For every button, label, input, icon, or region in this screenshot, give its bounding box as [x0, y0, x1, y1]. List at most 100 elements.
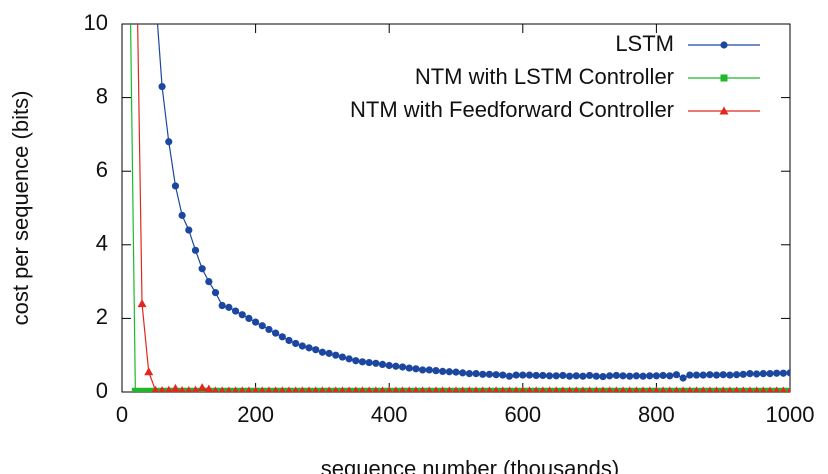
point: [225, 386, 233, 392]
point: [499, 371, 507, 379]
point: [519, 386, 526, 392]
point: [619, 386, 627, 392]
x-tick-label: 1000: [766, 402, 815, 427]
point: [412, 386, 420, 392]
x-axis-label: sequence number (thousands): [321, 456, 619, 474]
point: [318, 348, 326, 356]
point: [739, 370, 747, 378]
point: [165, 385, 173, 392]
point: [505, 372, 514, 380]
point: [432, 367, 440, 375]
point: [198, 265, 206, 273]
point: [773, 369, 781, 377]
point: [365, 358, 373, 367]
point: [672, 371, 681, 379]
point: [191, 246, 200, 254]
point: [238, 311, 246, 319]
point: [579, 386, 587, 392]
point: [706, 386, 713, 392]
point: [673, 386, 680, 392]
point: [479, 370, 487, 378]
point: [666, 386, 673, 392]
point: [359, 386, 366, 392]
point: [726, 371, 734, 379]
point: [533, 386, 540, 392]
y-tick-label: 8: [96, 83, 108, 108]
y-tick-label: 6: [96, 157, 108, 182]
point: [459, 369, 467, 377]
point: [425, 366, 433, 374]
point: [272, 386, 279, 392]
point: [492, 386, 500, 392]
point: [452, 386, 460, 392]
point: [372, 359, 380, 367]
point: [619, 372, 627, 380]
point: [204, 384, 214, 392]
point: [599, 372, 607, 381]
x-tick-label: 800: [638, 402, 675, 427]
point: [305, 344, 313, 352]
point: [312, 386, 319, 392]
point: [452, 368, 460, 376]
point: [732, 371, 741, 379]
point: [265, 386, 273, 392]
point: [412, 365, 420, 373]
plot-area: [129, 24, 790, 392]
point: [579, 372, 587, 380]
y-tick-label: 0: [96, 378, 108, 403]
point: [379, 386, 386, 392]
point: [398, 363, 407, 371]
point: [292, 386, 299, 392]
point: [205, 278, 213, 286]
point: [426, 386, 433, 392]
point: [338, 353, 347, 361]
point: [633, 386, 640, 392]
legend-label: NTM with Feedforward Controller: [350, 97, 674, 122]
legend-marker: [719, 106, 729, 115]
point: [706, 371, 714, 379]
point: [252, 318, 260, 326]
point: [285, 336, 293, 345]
point: [746, 386, 754, 392]
point: [539, 386, 546, 392]
point: [358, 358, 367, 366]
point: [352, 386, 359, 392]
point: [613, 386, 620, 392]
point: [131, 387, 139, 392]
point: [446, 386, 453, 392]
point: [211, 289, 220, 297]
point: [366, 386, 373, 392]
point: [212, 386, 219, 392]
point: [299, 386, 306, 392]
point: [559, 386, 567, 392]
point: [693, 386, 700, 392]
point: [339, 386, 346, 392]
point: [466, 386, 473, 392]
point: [659, 386, 667, 392]
point: [632, 372, 640, 380]
point: [158, 82, 166, 91]
y-tick-label: 10: [84, 10, 108, 35]
point: [145, 387, 153, 392]
point: [773, 386, 780, 392]
point: [252, 386, 259, 392]
point: [144, 367, 154, 376]
point: [626, 372, 634, 380]
legend-label: NTM with LSTM Controller: [415, 64, 674, 89]
point: [272, 329, 280, 337]
point: [245, 314, 253, 322]
point: [345, 355, 353, 363]
point: [439, 367, 447, 375]
point: [733, 386, 740, 392]
point: [606, 372, 614, 380]
point: [178, 211, 186, 219]
point: [786, 369, 790, 377]
series-line: [137, 24, 790, 392]
point: [332, 386, 339, 392]
point: [572, 372, 580, 380]
legend-marker: [720, 41, 728, 49]
point: [652, 372, 661, 380]
point: [405, 364, 413, 372]
